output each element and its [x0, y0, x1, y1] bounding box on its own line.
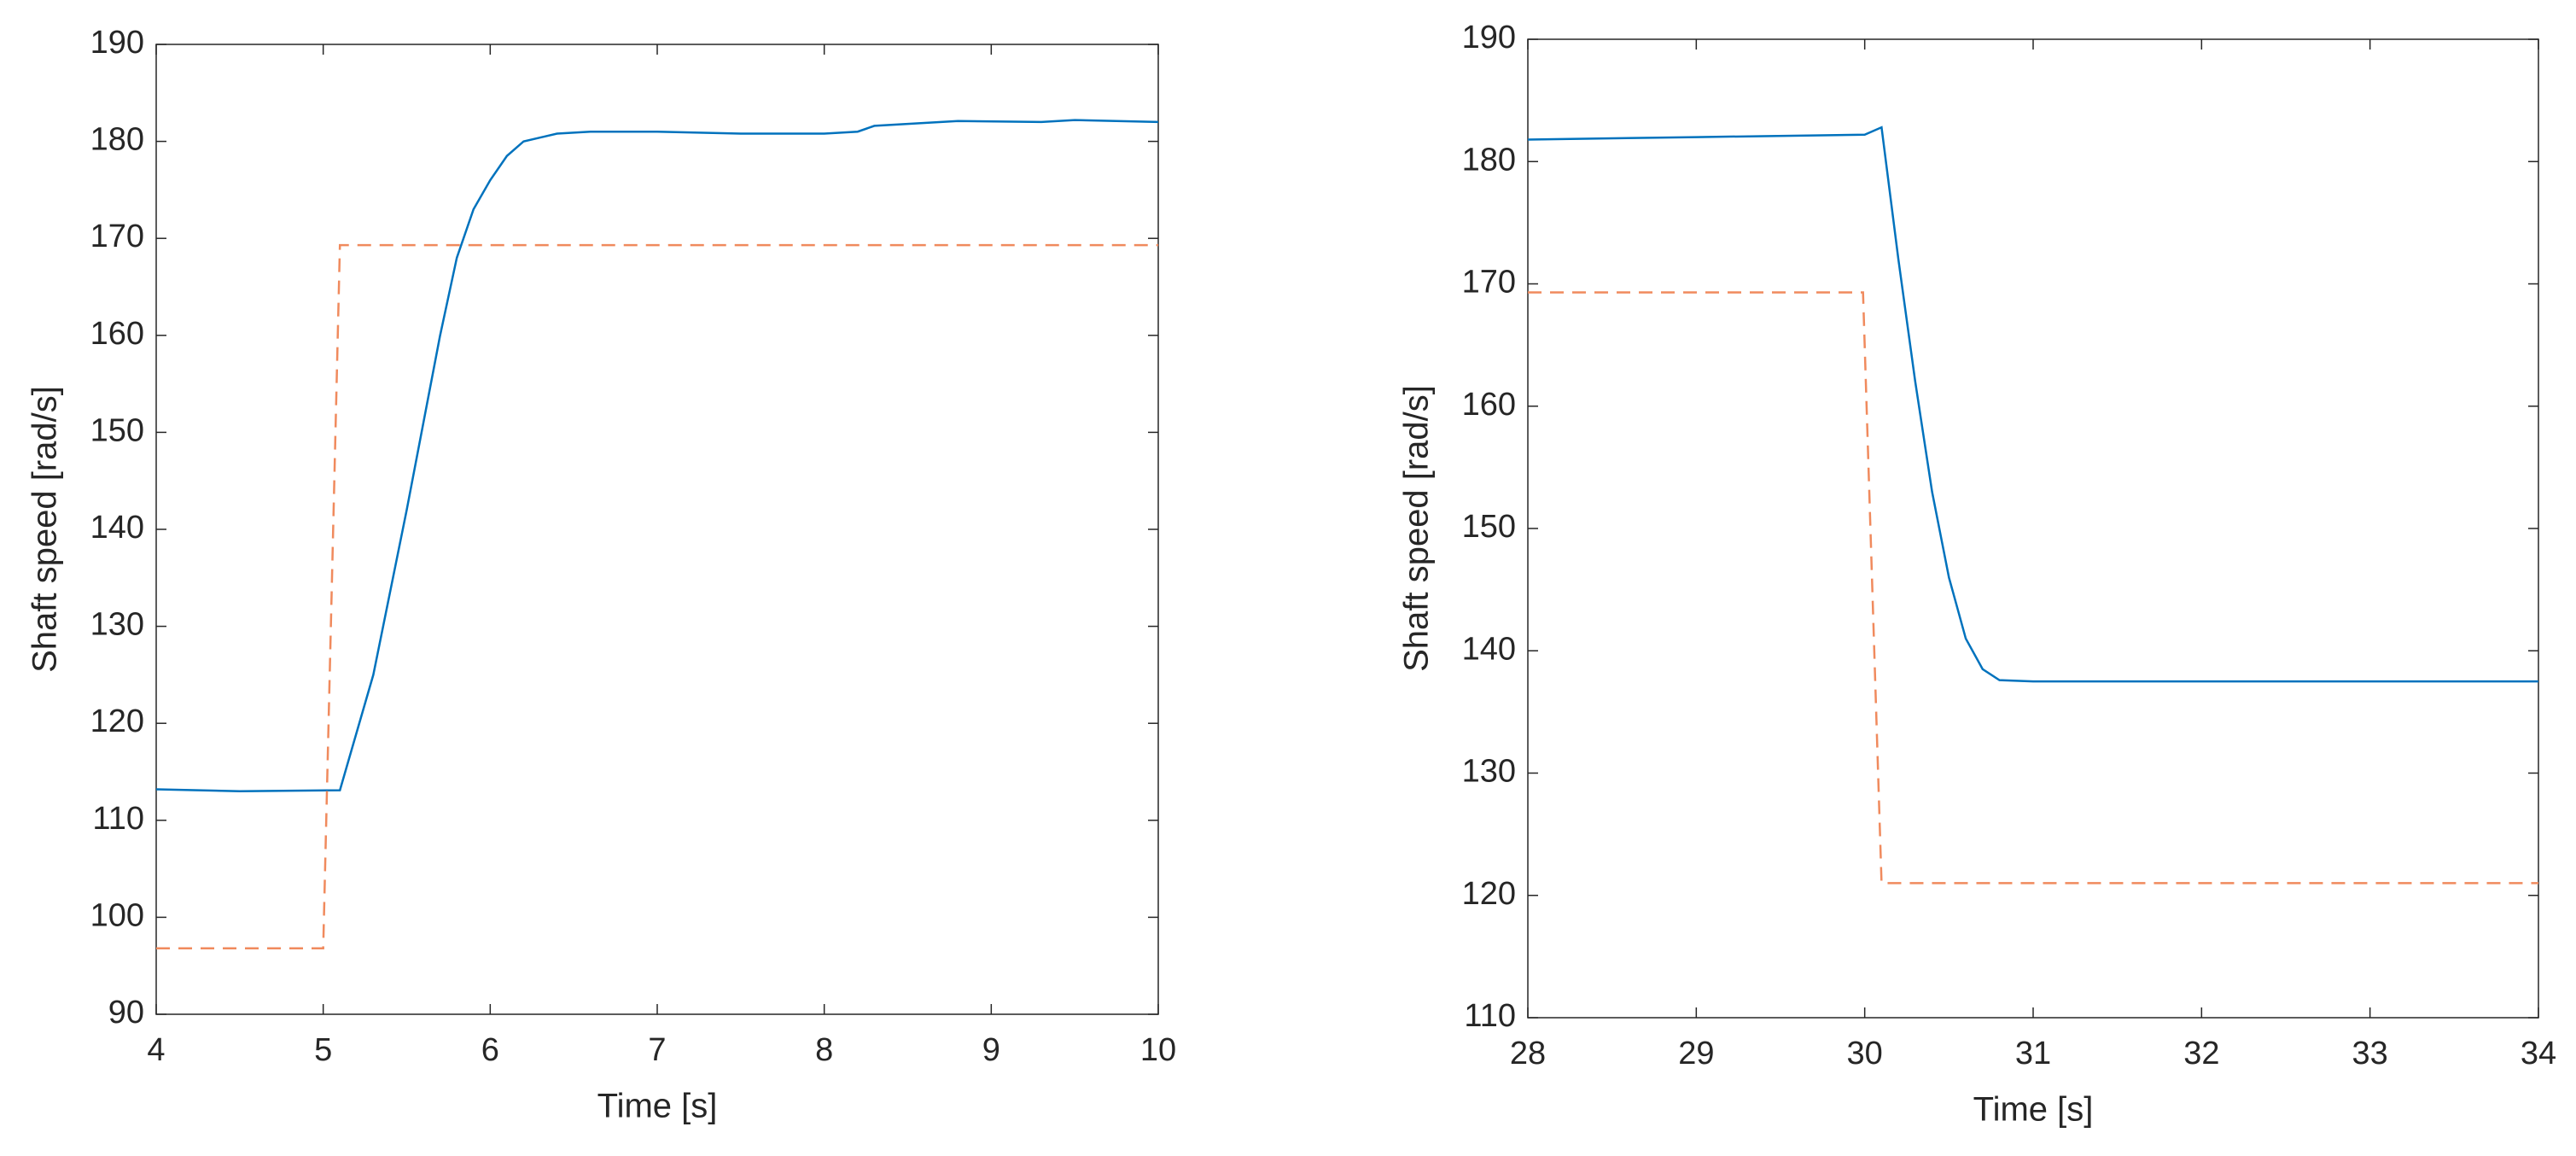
y-axis-label: Shaft speed [rad/s]: [26, 386, 64, 673]
y-tick-label: 170: [90, 219, 144, 254]
y-tick-label: 90: [108, 995, 144, 1030]
y-tick-label: 160: [90, 316, 144, 352]
y-tick-label: 120: [90, 704, 144, 739]
series-line: [156, 243, 1158, 949]
x-tick-label: 29: [1678, 1036, 1714, 1071]
y-tick-label: 180: [90, 122, 144, 158]
y-tick-label: 100: [90, 897, 144, 933]
x-tick-label: 4: [147, 1032, 165, 1068]
plot-area: [1527, 38, 2539, 1019]
y-tick-label: 150: [1462, 509, 1516, 545]
y-tick-label: 150: [90, 412, 144, 448]
x-tick-label: 33: [2352, 1036, 2388, 1071]
y-tick-label: 120: [1462, 876, 1516, 912]
series-line: [155, 119, 1159, 792]
x-tick-label: 30: [1847, 1036, 1883, 1071]
x-tick-label: 32: [2183, 1036, 2219, 1071]
y-tick-label: 190: [90, 25, 144, 61]
y-tick-label: 110: [1464, 998, 1516, 1034]
y-axis-label: Shaft speed [rad/s]: [1398, 385, 1436, 672]
y-tick-label: 140: [1462, 631, 1516, 667]
x-axis-label: Time [s]: [597, 1088, 718, 1125]
x-tick-label: 10: [1140, 1032, 1176, 1068]
x-tick-label: 5: [314, 1032, 332, 1068]
x-tick-label: 9: [982, 1032, 1000, 1068]
y-tick-label: 180: [1462, 142, 1516, 178]
x-tick-label: 31: [2015, 1036, 2051, 1071]
x-tick-label: 6: [481, 1032, 499, 1068]
y-tick-label: 110: [92, 801, 144, 837]
x-tick-label: 7: [648, 1032, 666, 1068]
x-tick-label: 34: [2521, 1036, 2556, 1071]
y-tick-label: 130: [1462, 754, 1516, 790]
y-tick-label: 160: [1462, 387, 1516, 423]
x-axis-label: Time [s]: [1973, 1091, 2094, 1129]
y-tick-label: 140: [90, 510, 144, 546]
plot-area: [155, 44, 1159, 1015]
y-tick-label: 130: [90, 607, 144, 643]
series-line: [1527, 126, 2538, 683]
x-tick-label: 8: [815, 1032, 833, 1068]
y-tick-label: 170: [1462, 265, 1516, 301]
series-line: [1528, 291, 2538, 885]
x-tick-label: 28: [1510, 1036, 1546, 1071]
y-tick-label: 190: [1462, 20, 1516, 55]
